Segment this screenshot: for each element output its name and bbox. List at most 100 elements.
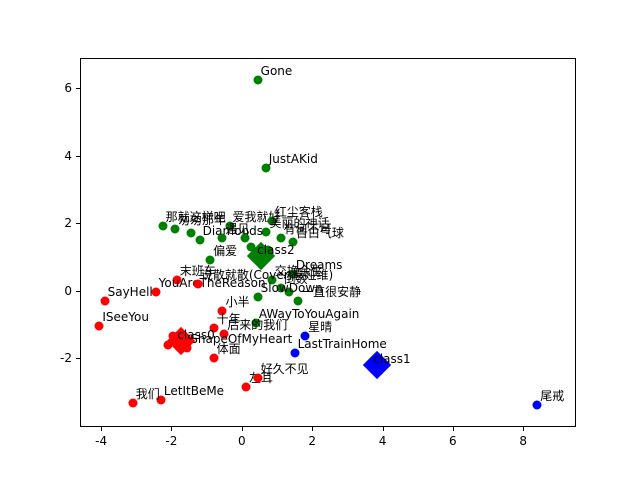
point-label: 交换余生 [274,264,323,279]
cluster-center-label: class0 [177,328,215,343]
data-point [251,318,261,328]
y-tick-label: 2 [64,216,72,231]
cluster-center-label: class1 [373,351,411,366]
data-point [253,75,263,85]
data-point [186,228,196,238]
x-axis-tick [171,427,173,431]
x-axis-tick [101,427,103,431]
data-point [151,287,161,297]
x-tick-label: 8 [519,434,528,448]
point-label: LetItBeMe [163,384,225,399]
point-label: 告白气球 [295,225,344,240]
data-point [532,400,542,410]
data-point [261,163,271,173]
data-point [253,292,263,302]
point-label: 匆匆那年 [177,213,226,228]
data-point [209,323,219,333]
point-label: LastTrainHome [297,336,387,351]
point-label: 好久不见 [260,362,309,377]
data-point [209,353,219,363]
data-point [253,373,263,383]
y-axis-tick [76,357,80,359]
data-point [156,395,166,405]
data-point [240,233,250,243]
y-tick-label: -2 [60,350,72,365]
point-label: 有何不可 [283,222,332,237]
point-label: SlowDown [260,281,323,296]
data-point [261,227,271,237]
x-tick-label: 4 [378,434,387,448]
data-point [94,321,104,331]
data-point [217,233,227,243]
data-point [128,398,138,408]
x-tick-label: 6 [449,434,457,448]
point-label: 美丽的神话 [269,215,330,230]
data-point [290,348,300,358]
x-tick-label: 2 [308,434,316,448]
point-label: 体面 [216,341,241,356]
plot-axes [80,58,576,427]
point-label: 说散就散(Cover:袁娅维) [200,267,334,282]
cluster-center-label: class2 [257,243,295,258]
point-label: 红尘客栈 [274,205,323,220]
y-axis-tick [76,290,80,292]
data-point [293,296,303,306]
point-label: 遇见 [225,222,250,237]
y-tick-label: 0 [64,283,72,298]
x-axis-tick [382,427,384,431]
y-axis-tick [76,88,80,90]
data-point [219,329,229,339]
data-point [193,279,203,289]
data-point [267,275,277,285]
data-point [300,331,310,341]
point-label: ShapeOfMyHeart [190,332,293,347]
point-label: 偏爱 [213,243,238,258]
data-point [217,306,227,316]
point-label: JustAKid [268,151,318,166]
x-tick-label: -2 [165,434,178,448]
y-axis-tick [76,223,80,225]
data-point [170,224,180,234]
y-tick-label: 4 [64,148,72,163]
x-axis-tick [523,427,525,431]
data-point [241,382,251,392]
x-axis-tick [241,427,243,431]
point-label: 那就这样吧 [165,210,226,225]
data-point [225,221,234,231]
data-point [276,233,285,243]
point-label: 十年 [216,312,241,327]
data-point [276,283,285,293]
data-point [288,237,298,247]
x-axis-tick [452,427,454,431]
data-point [205,255,215,265]
x-tick-label: 0 [237,434,246,448]
data-point [172,275,182,285]
data-point [195,235,205,245]
point-label: YouAreTheReason [158,276,266,291]
point-label: 星晴 [308,320,333,334]
data-point [163,340,173,350]
point-label: ISeeYou [102,309,149,324]
point-label: Gone [260,63,293,78]
x-axis-tick [312,427,314,431]
point-label: Dreams [295,257,343,272]
data-point [284,287,294,297]
point-label: 小半 [225,294,250,309]
point-label: 尾戒 [540,389,565,404]
point-label: 我们 [135,387,160,402]
point-label: 末班车 [179,264,216,279]
point-label: 后来的我们 [227,318,288,333]
y-axis-tick [76,155,80,157]
data-point [288,269,298,279]
x-tick-label: -4 [95,434,108,448]
data-point [158,221,168,231]
point-label: AWayToYouAgain [258,306,360,321]
point-label: 一直很安静 [301,284,362,299]
point-label: SayHello [107,284,161,299]
point-label: 倒数 [283,271,308,286]
data-point [100,296,110,306]
data-point [246,242,256,252]
y-tick-label: 6 [64,81,72,96]
data-point [267,216,277,226]
